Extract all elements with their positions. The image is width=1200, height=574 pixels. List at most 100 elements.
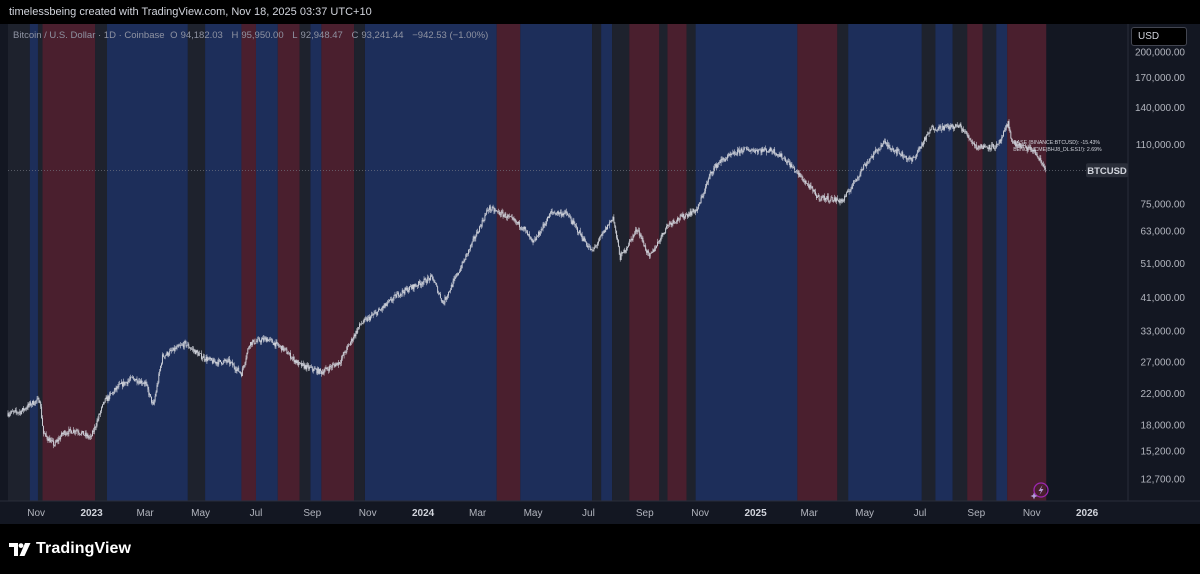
candle [798,170,800,178]
candle [632,233,634,242]
candle [728,153,730,157]
price-chart[interactable]: BASE (BINANCE:BTCUSD): -15.43%BENCH (CME… [0,24,1200,524]
tradingview-logo[interactable]: TradingView [9,540,131,558]
lightning-icon[interactable] [1030,482,1049,500]
candle [228,356,230,363]
candle [355,330,357,339]
candle [110,391,112,396]
candle [101,406,103,414]
candle [74,430,76,436]
candle [1013,140,1014,144]
candle [568,213,570,218]
candle [875,146,876,154]
candle [181,342,183,347]
candle [363,318,365,324]
candle [455,273,457,279]
candle [438,290,440,296]
candle [523,226,525,233]
candle [657,238,658,247]
chart-frame[interactable]: BASE (BINANCE:BTCUSD): -15.43% BENCH (CME… [0,24,1200,524]
candle [443,300,445,306]
candle [832,197,834,203]
candle [846,189,848,193]
currency-button[interactable]: USD [1131,27,1187,46]
candle [251,339,253,347]
candle [693,208,695,214]
candle [157,380,159,387]
candle [506,216,508,221]
candle [402,289,404,294]
candle [211,357,213,365]
candle [58,435,60,444]
candle [806,183,808,186]
candle [970,137,972,142]
candle [596,244,598,249]
candle [655,245,657,252]
candle [708,174,710,180]
candle [115,385,117,392]
candle [272,342,274,346]
time-axis[interactable]: Nov 2023 Mar May Jul Sep Nov 2024 Mar May Jul Sep No… [0,500,1200,524]
candle [950,123,952,130]
candle [465,253,467,261]
candle [494,207,496,214]
candle [1040,155,1042,164]
candle [52,437,53,442]
candle [137,380,139,384]
candle [173,345,175,354]
candle [424,277,426,281]
candle [418,281,420,288]
candle [740,147,742,153]
candle [493,206,495,215]
candle [755,148,757,155]
candle [420,281,422,289]
candle [283,346,285,352]
candle [618,245,620,255]
candle [131,375,133,379]
candle [378,307,380,312]
candle [383,303,385,309]
candle [281,345,283,351]
candle [190,346,192,351]
candle [887,141,889,150]
candle [386,301,388,307]
price-tick-label: 63,000.00 [1141,226,1186,237]
candle [86,432,88,438]
candle [1022,144,1024,149]
candle [1041,160,1043,166]
regime-band-gap [921,24,936,501]
candle [94,426,96,431]
candle [790,162,792,169]
candle [556,212,558,216]
candle [492,204,494,209]
candle [201,356,203,362]
candle [698,202,700,207]
candle [690,208,692,218]
candle [656,245,658,249]
candle [676,219,677,225]
candle [410,284,412,290]
price-axis[interactable]: 200,000.00 170,000.00 140,000.00 110,000.00… [1127,24,1200,524]
candle [290,350,291,361]
candle [727,152,729,158]
candle [373,310,375,316]
candle [510,214,512,218]
candle [882,143,884,147]
candle [16,410,18,416]
candle [442,299,444,304]
candle [776,153,778,158]
candle [193,348,195,353]
candle [220,359,222,363]
symbol-price-tag[interactable]: BTCUSD [1086,163,1128,178]
candle [401,288,403,297]
candle [216,361,218,367]
candle [358,327,360,330]
candle [20,410,22,416]
candle [365,315,367,321]
candle [714,164,716,172]
candle [974,141,975,149]
candle [351,338,353,344]
candle [171,347,172,354]
candle [295,359,297,365]
price-tick-label: 170,000.00 [1135,73,1185,84]
